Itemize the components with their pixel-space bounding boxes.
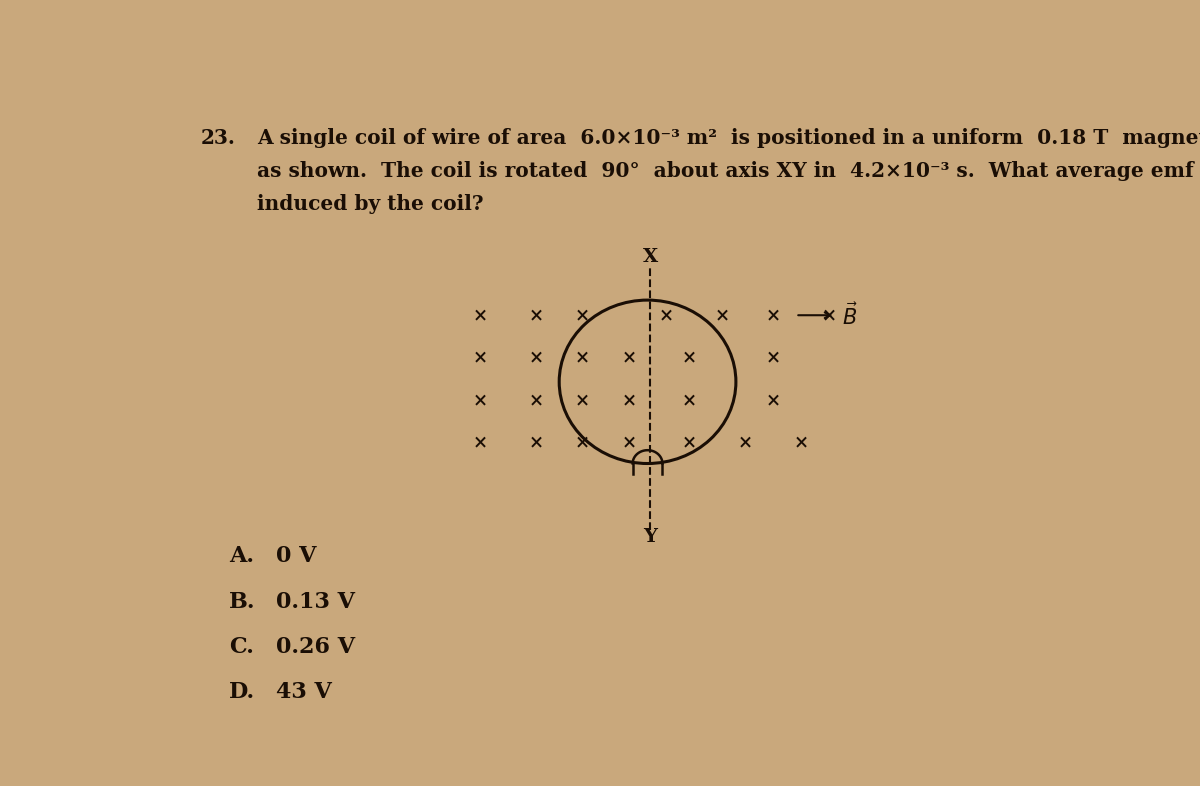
Text: C.: C.: [229, 636, 254, 658]
Text: ×: ×: [528, 391, 544, 409]
Text: D.: D.: [229, 681, 256, 703]
Text: ×: ×: [473, 307, 487, 325]
Text: ×: ×: [622, 433, 636, 451]
Text: 23.: 23.: [202, 127, 236, 148]
Text: X: X: [643, 248, 658, 266]
Text: ×: ×: [659, 307, 673, 325]
Text: ×: ×: [575, 307, 590, 325]
Text: as shown.  The coil is rotated  90°  about axis XY in  4.2×10⁻³ s.  What average: as shown. The coil is rotated 90° about …: [257, 161, 1200, 181]
Text: ×: ×: [528, 307, 544, 325]
Text: $\vec{B}$: $\vec{B}$: [842, 302, 858, 329]
Text: A.: A.: [229, 545, 254, 567]
Text: ×: ×: [622, 348, 636, 366]
Text: ×: ×: [575, 433, 590, 451]
Text: ×: ×: [682, 391, 697, 409]
Text: Y: Y: [643, 528, 658, 546]
Text: B.: B.: [229, 590, 256, 612]
Text: 0 V: 0 V: [276, 545, 316, 567]
Text: ×: ×: [528, 433, 544, 451]
Text: A single coil of wire of area  6.0×10⁻³ m²  is positioned in a uniform  0.18 T  : A single coil of wire of area 6.0×10⁻³ m…: [257, 127, 1200, 148]
Text: ×: ×: [714, 307, 730, 325]
Text: 43 V: 43 V: [276, 681, 331, 703]
Text: ×: ×: [575, 348, 590, 366]
Text: ×: ×: [575, 391, 590, 409]
Text: 0.13 V: 0.13 V: [276, 590, 354, 612]
Text: ×: ×: [793, 433, 809, 451]
Text: ×: ×: [528, 348, 544, 366]
Text: ×: ×: [473, 348, 487, 366]
Text: ×: ×: [473, 391, 487, 409]
Text: ×: ×: [473, 433, 487, 451]
Text: ×: ×: [821, 307, 836, 325]
Text: ×: ×: [622, 391, 636, 409]
Text: ×: ×: [766, 307, 781, 325]
Text: ×: ×: [766, 391, 781, 409]
Text: 0.26 V: 0.26 V: [276, 636, 355, 658]
Text: ×: ×: [766, 348, 781, 366]
Text: induced by the coil?: induced by the coil?: [257, 194, 484, 214]
Text: ×: ×: [738, 433, 752, 451]
Text: ×: ×: [682, 433, 697, 451]
Text: ×: ×: [682, 348, 697, 366]
